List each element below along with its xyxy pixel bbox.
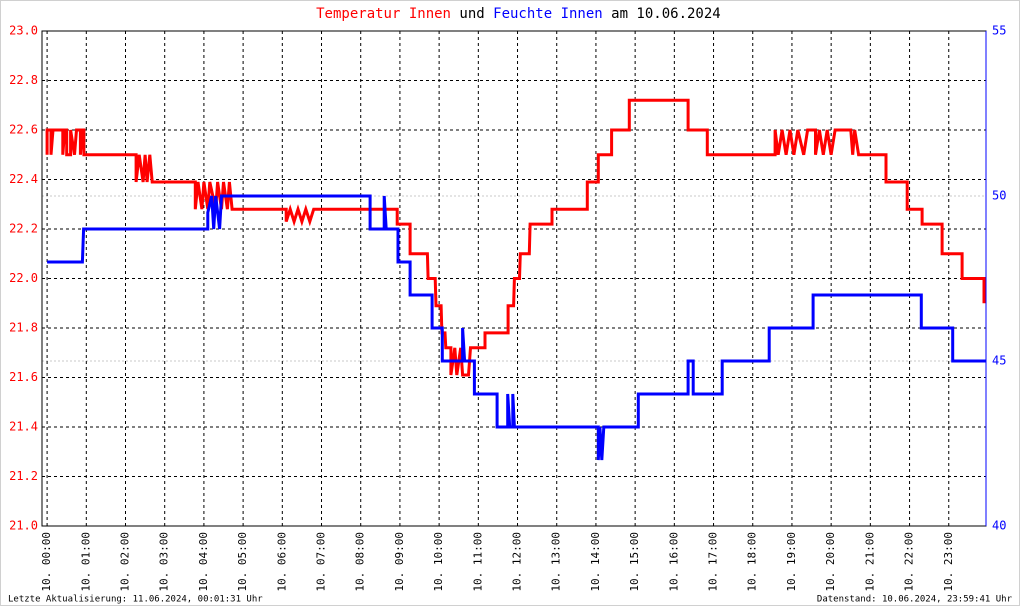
x-tick-label: 10. 07:00 [315,532,328,592]
title-part: Temperatur Innen [316,6,451,22]
y-tick-label: 22.2 [9,222,38,236]
chart-title: Temperatur Innen und Feuchte Innen am 10… [274,6,746,22]
x-tick-label: 10. 08:00 [354,532,367,592]
y-tick-label: 22.0 [9,271,38,285]
x-tick-label: 10. 10:00 [432,532,445,592]
y-tick-label: 21.6 [9,370,38,384]
y-tick-label: 21.2 [9,469,38,483]
x-tick-label: 10. 14:00 [589,532,602,592]
series-line [45,98,986,377]
x-tick-label: 10. 17:00 [707,532,720,592]
x-tick-label: 10. 01:00 [79,532,92,592]
x-tick-label: 10. 13:00 [550,532,563,592]
y-tick-label: 22.8 [9,73,38,87]
x-tick-label: 10. 12:00 [511,532,524,592]
x-tick-label: 10. 09:00 [393,532,406,592]
x-tick-label: 10. 22:00 [903,532,916,592]
y-tick-label: 21.8 [9,321,38,335]
y2-tick-label: 45 [992,354,1006,368]
y-tick-label: 21.4 [9,420,38,434]
y2-tick-label: 55 [992,24,1006,38]
x-tick-label: 10. 05:00 [236,532,249,592]
footer-left: Letzte Aktualisierung: 11.06.2024, 00:01… [8,595,263,605]
x-tick-label: 10. 21:00 [863,532,876,592]
y2-tick-label: 50 [992,189,1006,203]
x-tick-label: 10. 06:00 [275,532,288,592]
x-tick-label: 10. 16:00 [667,532,680,592]
x-tick-label: 10. 18:00 [746,532,759,592]
y-tick-label: 23.0 [9,24,38,38]
x-tick-label: 10. 04:00 [197,532,210,592]
title-part: Feuchte Innen [493,6,603,22]
title-part: und [451,6,493,22]
y-tick-label: 21.0 [9,519,38,533]
x-tick-label: 10. 15:00 [628,532,641,592]
x-tick-label: 10. 00:00 [40,532,53,592]
x-tick-label: 10. 20:00 [824,532,837,592]
x-tick-label: 10. 11:00 [471,532,484,592]
title-part: am 10.06.2024 [603,6,721,22]
x-tick-label: 10. 23:00 [942,532,955,592]
series-line [47,194,986,461]
footer-right: Datenstand: 10.06.2024, 23:59:41 Uhr [817,595,1013,605]
x-tick-label: 10. 03:00 [158,532,171,592]
x-tick-label: 10. 02:00 [119,532,132,592]
y2-tick-label: 40 [992,519,1006,533]
x-tick-label: 10. 19:00 [785,532,798,592]
y-tick-label: 22.4 [9,172,38,186]
y-tick-label: 22.6 [9,123,38,137]
